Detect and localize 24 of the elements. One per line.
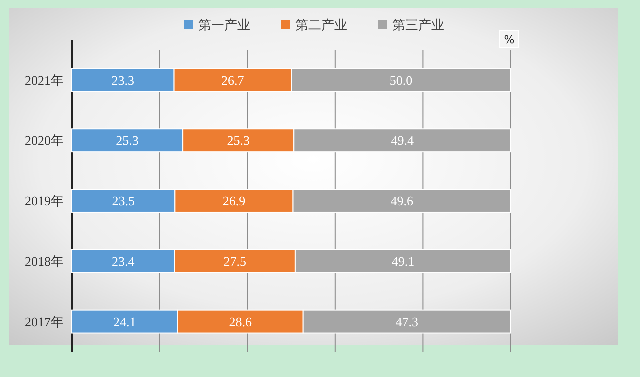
data-label: 47.3 — [396, 314, 419, 330]
x-axis-title: % — [504, 33, 515, 46]
data-label: 49.1 — [392, 254, 415, 269]
data-label: 49.6 — [390, 194, 414, 209]
data-label: 26.9 — [222, 194, 246, 209]
data-label: 26.7 — [222, 72, 245, 88]
y-tick-label: 2019年 — [25, 194, 64, 209]
data-label: 23.4 — [112, 254, 136, 269]
data-label: 50.0 — [390, 72, 413, 88]
data-label: 28.6 — [229, 314, 252, 330]
legend-label: 第二产业 — [296, 18, 348, 34]
data-label: 24.1 — [114, 314, 136, 330]
data-label: 49.4 — [391, 133, 414, 148]
data-label: 25.3 — [116, 133, 139, 148]
text: 第三产业 — [392, 18, 444, 34]
data-label: 25.3 — [227, 133, 250, 148]
y-tick-label: 2020年 — [25, 133, 64, 148]
y-tick-label: 2021年 — [25, 72, 64, 88]
y-tick-label: 2017年 — [25, 314, 64, 330]
data-label: 23.5 — [112, 194, 135, 209]
y-tick-label: 2018年 — [25, 254, 64, 269]
data-label: 23.3 — [112, 72, 135, 88]
legend-label: 第一产业 — [198, 18, 250, 34]
data-label: 27.5 — [224, 254, 246, 269]
